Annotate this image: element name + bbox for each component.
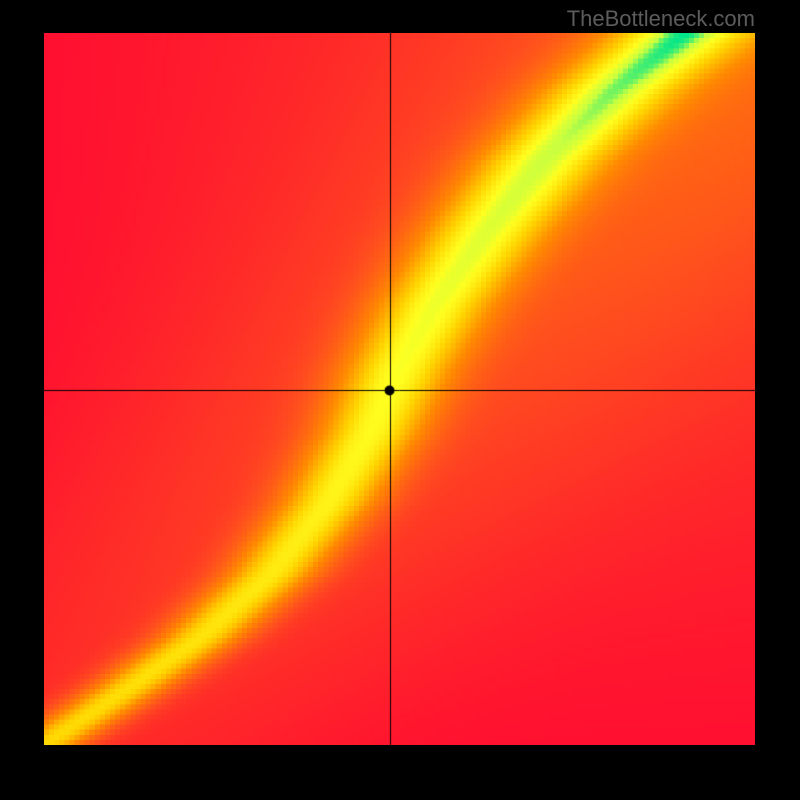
chart-root: TheBottleneck.com (0, 0, 800, 800)
heatmap-canvas (44, 33, 755, 745)
watermark-text: TheBottleneck.com (567, 6, 755, 32)
